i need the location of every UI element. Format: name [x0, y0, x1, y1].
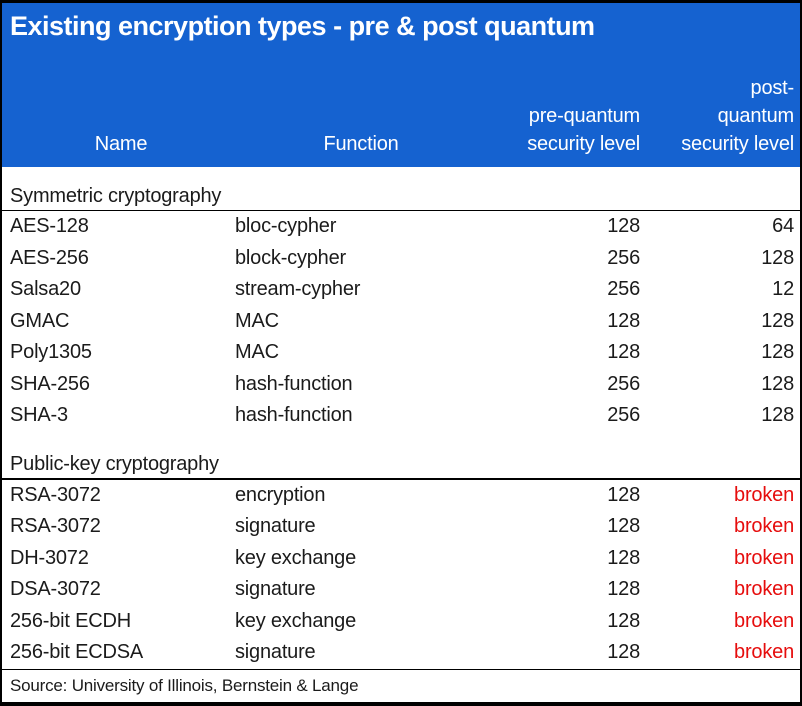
row-pre-quantum-value: 128: [607, 341, 640, 364]
row-name: AES-256: [10, 246, 89, 269]
row-pre-quantum-value: 128: [607, 515, 640, 538]
table-row: AES-256 block-cypher 256 128: [2, 243, 800, 275]
table-title: Existing encryption types - pre & post q…: [10, 11, 595, 41]
row-post-quantum-value: 64: [772, 215, 794, 238]
column-header-post-quantum-line3: security level: [681, 133, 794, 155]
row-function: block-cypher: [235, 246, 346, 269]
table-row: 256-bit ECDSA signature 128 broken: [2, 637, 800, 669]
row-post-quantum-value: broken: [734, 641, 794, 664]
row-function: bloc-cypher: [235, 215, 337, 238]
row-post-quantum-value: 128: [761, 372, 794, 395]
row-pre-quantum-value: 256: [607, 278, 640, 301]
row-name: Salsa20: [10, 278, 81, 301]
row-post-quantum-value: 128: [761, 246, 794, 269]
column-header-post-quantum-line2: quantum: [717, 105, 795, 127]
row-function: hash-function: [235, 372, 353, 395]
row-post-quantum-value: 128: [761, 341, 794, 364]
row-post-quantum-value: 12: [772, 278, 794, 301]
column-header-pre-quantum-line2: security level: [527, 133, 640, 155]
row-name: DH-3072: [10, 546, 89, 569]
row-function: MAC: [235, 309, 279, 332]
row-post-quantum-value: broken: [734, 515, 794, 538]
section-label: Symmetric cryptography: [2, 167, 800, 211]
row-function: MAC: [235, 341, 279, 364]
row-function: hash-function: [235, 404, 353, 427]
table-row: DSA-3072 signature 128 broken: [2, 574, 800, 606]
row-name: Poly1305: [10, 341, 92, 364]
row-pre-quantum-value: 256: [607, 404, 640, 427]
row-pre-quantum-value: 128: [607, 641, 640, 664]
table-row: RSA-3072 encryption 128 broken: [2, 480, 800, 512]
table-row: GMAC MAC 128 128: [2, 306, 800, 338]
row-post-quantum-value: broken: [734, 609, 794, 632]
row-name: DSA-3072: [10, 578, 101, 601]
row-pre-quantum-value: 128: [607, 609, 640, 632]
source-note: Source: University of Illinois, Bernstei…: [2, 668, 800, 703]
column-header-function: Function: [323, 133, 399, 155]
row-pre-quantum-value: 128: [607, 578, 640, 601]
row-post-quantum-value: 128: [761, 309, 794, 332]
column-header-row: Name Function pre-quantum security level…: [10, 74, 794, 158]
row-post-quantum-value: 128: [761, 404, 794, 427]
table-row: 256-bit ECDH key exchange 128 broken: [2, 606, 800, 638]
row-pre-quantum-value: 128: [607, 546, 640, 569]
row-post-quantum-value: broken: [734, 483, 794, 506]
row-name: AES-128: [10, 215, 89, 238]
row-name: RSA-3072: [10, 483, 101, 506]
column-header-post-quantum: post- quantum security level: [640, 74, 794, 158]
row-name: SHA-3: [10, 404, 68, 427]
table-row: DH-3072 key exchange 128 broken: [2, 543, 800, 575]
row-post-quantum-value: broken: [734, 546, 794, 569]
column-header-name: Name: [94, 133, 148, 155]
table-row: Salsa20 stream-cypher 256 12: [2, 274, 800, 306]
column-header-pre-quantum-line1: pre-quantum: [528, 105, 640, 127]
row-function: signature: [235, 515, 316, 538]
row-function: signature: [235, 641, 316, 664]
table-row: Poly1305 MAC 128 128: [2, 337, 800, 369]
row-function: key exchange: [235, 609, 357, 632]
row-name: 256-bit ECDH: [10, 609, 131, 632]
table-header: Existing encryption types - pre & post q…: [2, 3, 800, 167]
row-pre-quantum-value: 128: [607, 215, 640, 238]
row-function: encryption: [235, 483, 326, 506]
row-pre-quantum-value: 256: [607, 372, 640, 395]
table-row: AES-128 bloc-cypher 128 64: [2, 211, 800, 243]
row-name: GMAC: [10, 309, 70, 332]
table-row: SHA-3 hash-function 256 128: [2, 400, 800, 432]
row-function: signature: [235, 578, 316, 601]
row-pre-quantum-value: 128: [607, 483, 640, 506]
row-post-quantum-value: broken: [734, 578, 794, 601]
column-header-post-quantum-line1: post-: [750, 77, 795, 99]
row-name: RSA-3072: [10, 515, 101, 538]
table-row: RSA-3072 signature 128 broken: [2, 511, 800, 543]
section-label: Public-key cryptography: [2, 432, 800, 480]
table-body: Symmetric cryptography AES-128 bloc-cypher…: [2, 167, 800, 669]
row-pre-quantum-value: 128: [607, 309, 640, 332]
row-name: SHA-256: [10, 372, 90, 395]
row-pre-quantum-value: 256: [607, 246, 640, 269]
column-header-pre-quantum: pre-quantum security level: [490, 102, 640, 158]
row-function: key exchange: [235, 546, 357, 569]
table-row: SHA-256 hash-function 256 128: [2, 369, 800, 401]
row-function: stream-cypher: [235, 278, 361, 301]
row-name: 256-bit ECDSA: [10, 641, 144, 664]
